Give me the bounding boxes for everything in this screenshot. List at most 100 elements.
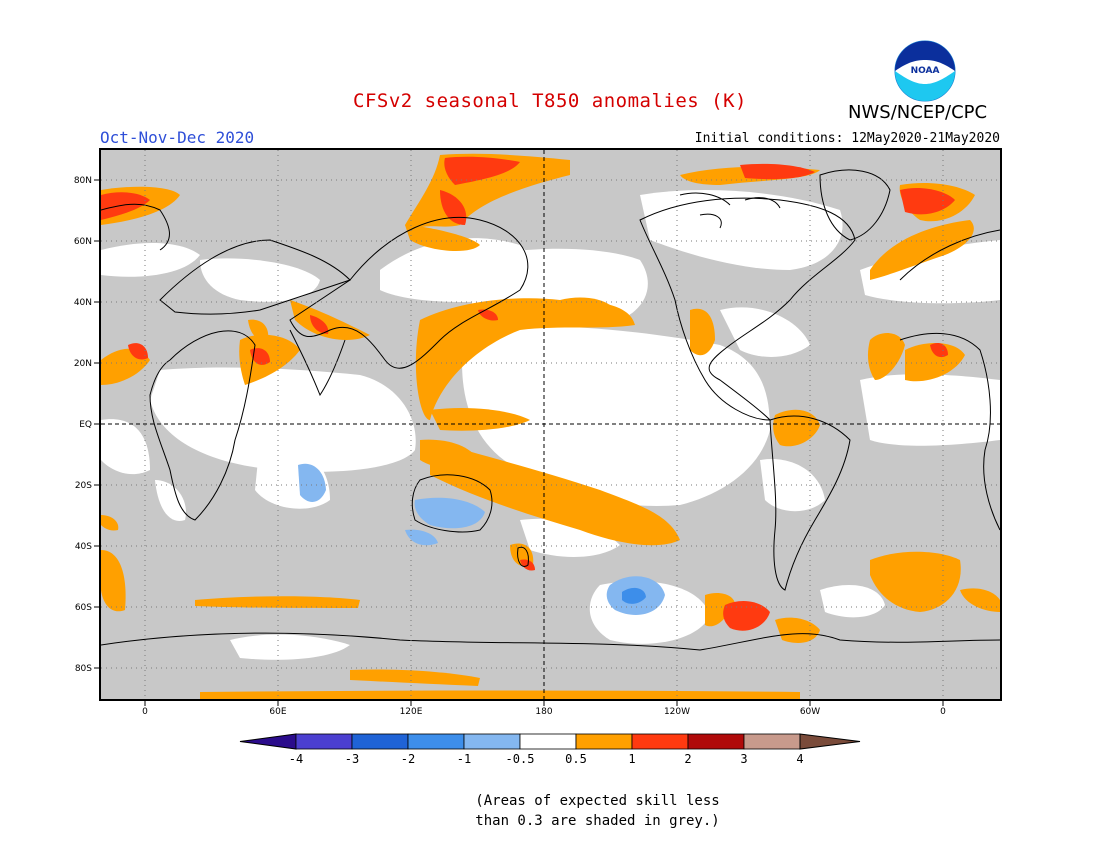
lon-label: 120W bbox=[664, 707, 690, 717]
tropical-atlantic-neutral bbox=[860, 374, 1000, 446]
equator-dateline bbox=[101, 150, 1000, 699]
lat-label: 60N bbox=[74, 237, 92, 247]
indonesia-warm bbox=[420, 439, 478, 468]
lon-label: 0 bbox=[142, 707, 148, 717]
greenland-coast bbox=[819, 169, 891, 241]
africa-coast-repeat bbox=[899, 332, 1000, 531]
lat-label: 80N bbox=[74, 176, 92, 186]
anomaly-field bbox=[101, 150, 1000, 699]
drake-strong-warm bbox=[723, 600, 770, 631]
lat-label: 40S bbox=[75, 542, 92, 552]
colorbar-swatch bbox=[295, 733, 353, 750]
colorbar-label: -2 bbox=[401, 752, 415, 766]
europe-neutral bbox=[200, 258, 320, 302]
colorbar-label: 3 bbox=[740, 752, 747, 766]
arctic-islands bbox=[679, 192, 781, 229]
south-australia-cool bbox=[405, 529, 438, 546]
indian-ocean-cool bbox=[298, 463, 326, 502]
colorbar-label: -0.5 bbox=[506, 752, 535, 766]
neutral-regions bbox=[101, 190, 1000, 660]
southern-ocean-cool-core bbox=[622, 587, 646, 604]
coastlines bbox=[101, 169, 1000, 651]
kara-strong-warm bbox=[440, 190, 467, 225]
gulf-of-guinea-warm bbox=[867, 333, 905, 380]
india-strong-warm bbox=[250, 348, 270, 365]
lat-label: 60S bbox=[75, 603, 92, 613]
europe-coast-repeat bbox=[899, 229, 1000, 281]
colorbar: -4 -3 -2 -1 -0.5 0.5 1 2 3 4 bbox=[239, 733, 861, 766]
skill-note-line: than 0.3 are shaded in grey.) bbox=[475, 813, 720, 829]
antarctic-neutral bbox=[230, 634, 350, 660]
initial-conditions-label: Initial conditions: 12May2020-21May2020 bbox=[694, 131, 1000, 146]
middle-east-strong-warm bbox=[310, 315, 329, 334]
middle-east-warm bbox=[290, 300, 370, 340]
nw-america-neutral bbox=[640, 190, 843, 270]
australia-coast bbox=[411, 474, 493, 533]
svg-text:NOAA: NOAA bbox=[911, 66, 940, 76]
antarctica-coast bbox=[101, 632, 1000, 651]
colorbar-swatch bbox=[575, 733, 633, 750]
cool-anomalies bbox=[298, 463, 665, 615]
colorbar-swatch bbox=[687, 733, 745, 750]
south-america-coast bbox=[769, 415, 851, 591]
season-label: Oct-Nov-Dec 2020 bbox=[100, 128, 255, 147]
colorbar-swatch bbox=[463, 733, 521, 750]
greenland-strong-warm bbox=[101, 192, 150, 220]
colorbar-arrow-low bbox=[239, 733, 297, 750]
colorbar-swatch bbox=[519, 733, 577, 750]
pacific-neutral bbox=[462, 325, 770, 506]
lon-label: 180 bbox=[535, 707, 552, 717]
colorbar-swatch bbox=[743, 733, 801, 750]
lat-label: 40N bbox=[74, 298, 92, 308]
strong-warm-anomalies bbox=[101, 156, 955, 631]
colorbar-swatch bbox=[631, 733, 689, 750]
lat-label: 80S bbox=[75, 664, 92, 674]
siberia-strong-warm bbox=[444, 156, 520, 185]
skill-note: (Areas of expected skill less than 0.3 a… bbox=[0, 791, 1100, 831]
india-coast bbox=[289, 329, 346, 397]
arctic-strong-warm-east bbox=[900, 188, 955, 215]
skill-note-line: (Areas of expected skill less bbox=[475, 793, 720, 809]
lon-labels: 0 60E 120E 180 120W 60W 0 bbox=[142, 700, 946, 717]
west-atlantic-warm bbox=[101, 515, 119, 531]
lat-labels: 80N 60N 40N 20N EQ 20S 40S 60S 80S bbox=[74, 176, 100, 674]
south-atlantic-warm-east bbox=[960, 588, 1000, 612]
africa-coast bbox=[149, 330, 256, 521]
gulf-warm-east bbox=[905, 343, 965, 382]
colorbar-arrow-high bbox=[799, 733, 861, 750]
arabia-warm bbox=[248, 319, 269, 341]
antarctic-peninsula-warm bbox=[775, 617, 820, 643]
canada-strong-warm bbox=[740, 163, 815, 180]
lon-label: 60W bbox=[800, 707, 820, 717]
south-africa-neutral bbox=[155, 480, 186, 521]
lon-label: 60E bbox=[269, 707, 286, 717]
central-america-warm bbox=[690, 308, 715, 356]
west-africa-neutral bbox=[101, 419, 150, 475]
north-america-coast bbox=[639, 197, 856, 421]
lon-label: 120E bbox=[400, 707, 423, 717]
colorbar-label: 1 bbox=[628, 752, 635, 766]
nw-pacific-warm-band bbox=[415, 298, 635, 420]
north-america-neutral bbox=[720, 307, 810, 357]
asia-coast bbox=[289, 217, 529, 369]
lat-label: 20S bbox=[75, 481, 92, 491]
south-atlantic-neutral bbox=[820, 585, 885, 618]
antarctic-warm-strip bbox=[200, 690, 800, 699]
west-siberia-warm bbox=[405, 225, 480, 252]
north-atlantic-neutral bbox=[860, 240, 1000, 304]
coral-sea-neutral bbox=[520, 518, 620, 557]
colorbar-swatch bbox=[351, 733, 409, 750]
colorbar-label: 2 bbox=[684, 752, 691, 766]
sa-amazon-warm bbox=[773, 409, 820, 447]
new-zealand-coast bbox=[517, 546, 529, 567]
australia-cool bbox=[414, 497, 485, 529]
africa-strong-warm bbox=[128, 343, 148, 360]
greenland-coast-west bbox=[101, 203, 170, 251]
south-indian-warm-band bbox=[195, 596, 360, 608]
lat-label: 20N bbox=[74, 359, 92, 369]
south-indian-warm-strip bbox=[350, 669, 480, 686]
colorbar-swatch bbox=[407, 733, 465, 750]
greenland-neutral bbox=[101, 243, 200, 277]
colorbar-label: 0.5 bbox=[565, 752, 587, 766]
